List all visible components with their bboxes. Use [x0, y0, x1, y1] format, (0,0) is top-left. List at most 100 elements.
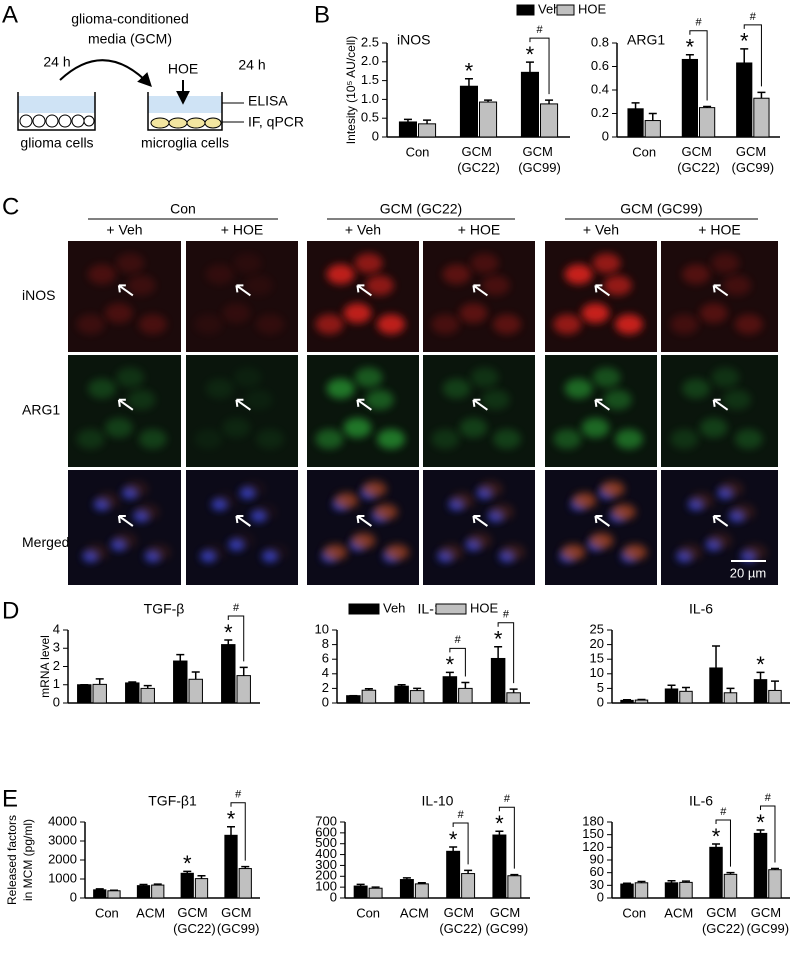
bar — [492, 834, 507, 899]
x-tick-label: Con — [622, 905, 646, 920]
bar — [409, 690, 425, 704]
legend-swatch — [556, 4, 575, 16]
bar — [194, 878, 209, 899]
error-bar — [681, 880, 690, 883]
diagram-text: ELISA — [248, 93, 288, 109]
cell — [699, 303, 728, 324]
error-bar — [484, 99, 493, 103]
panel-label: A — [2, 1, 18, 28]
bar — [664, 882, 679, 899]
cell — [194, 314, 223, 335]
y-axis-label: Released factors — [5, 815, 19, 905]
bracket — [227, 615, 245, 662]
legend-swatch — [435, 603, 467, 615]
cell — [678, 544, 703, 561]
group-label: GCM (GC22) — [380, 201, 462, 217]
error-bar — [525, 61, 534, 73]
y-tick-label: 2.5 — [361, 34, 379, 49]
significance: * — [526, 42, 535, 67]
cell — [354, 367, 383, 388]
cell — [459, 417, 488, 438]
cell — [731, 504, 756, 520]
error-bar — [227, 826, 235, 836]
x-tick-label: GCM (GC99) — [217, 905, 260, 936]
bracket — [743, 24, 762, 87]
cell — [116, 253, 145, 274]
x-tick-label: Con — [406, 144, 430, 159]
error-bar — [464, 77, 473, 87]
arrow — [594, 515, 610, 527]
cell — [222, 303, 251, 324]
bar — [620, 883, 634, 899]
diagram-text: IF, qPCR — [248, 114, 304, 130]
cell — [442, 378, 471, 399]
error-bar — [623, 699, 632, 701]
cell — [581, 303, 610, 324]
cell — [373, 504, 398, 520]
comparison: # — [765, 792, 772, 804]
y-tick-label: 0 — [330, 889, 337, 904]
bar — [442, 676, 458, 704]
error-bar — [239, 666, 248, 676]
cell — [493, 429, 521, 449]
cell — [431, 429, 460, 449]
y-tick-label: 120 — [582, 839, 604, 854]
comparison: # — [750, 11, 757, 23]
bar — [768, 869, 782, 899]
bracket — [715, 819, 731, 867]
y-tick-label: 4000 — [48, 813, 77, 828]
cell — [222, 417, 251, 438]
bar — [709, 667, 723, 704]
cell — [326, 378, 355, 399]
error-bar — [667, 879, 676, 883]
significance: * — [686, 35, 695, 60]
cell — [682, 378, 711, 399]
y-tick-label: 0.5 — [361, 110, 379, 125]
cell — [589, 532, 614, 549]
error-bar — [756, 671, 765, 680]
cell — [202, 544, 227, 561]
cell — [561, 544, 586, 561]
cell — [104, 417, 133, 438]
bar — [634, 699, 649, 704]
error-bar — [545, 99, 554, 104]
cell — [670, 314, 699, 335]
cell — [742, 544, 767, 561]
bar — [679, 881, 693, 899]
error-bar — [176, 653, 185, 662]
bar — [92, 683, 107, 704]
cell — [112, 532, 137, 549]
comparison: # — [536, 24, 543, 36]
cell — [615, 314, 643, 335]
legend-label: Veh — [538, 1, 560, 16]
cell — [603, 275, 632, 296]
cell — [682, 264, 711, 285]
medium — [148, 96, 222, 113]
cell — [138, 429, 167, 449]
bar — [368, 887, 383, 899]
error-bar — [510, 873, 519, 876]
cell — [377, 429, 405, 449]
bracket — [452, 822, 469, 865]
error-bar — [667, 684, 676, 689]
y-axis-label: mRNA level — [38, 635, 52, 698]
bar — [398, 121, 418, 138]
y-tick-label: 0 — [602, 128, 609, 143]
cell — [213, 492, 238, 509]
y-tick-label: 0.6 — [591, 58, 609, 73]
cell — [84, 544, 109, 561]
bar — [221, 644, 236, 704]
bar — [627, 108, 644, 138]
error-bar — [183, 870, 192, 874]
y-tick-label: 0 — [372, 128, 379, 143]
arrow — [712, 515, 729, 527]
x-tick-label: Con — [632, 144, 656, 159]
cell — [116, 367, 145, 388]
cell — [244, 275, 273, 296]
significance: * — [712, 824, 721, 849]
y-tick-label: 8 — [322, 636, 329, 651]
y-tick-label: 1.5 — [361, 72, 379, 87]
column-label: + HOE — [698, 222, 740, 238]
cell — [138, 314, 167, 335]
micrograph-grid — [68, 241, 778, 585]
